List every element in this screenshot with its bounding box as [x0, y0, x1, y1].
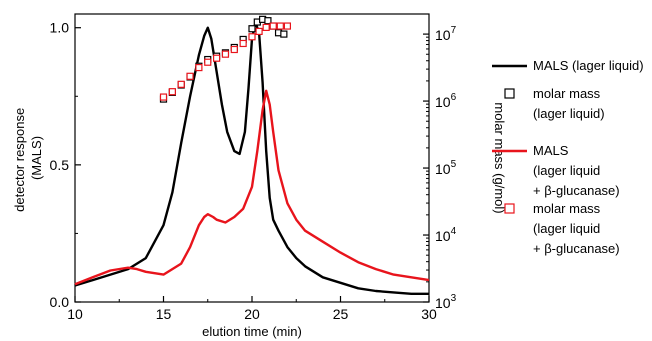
legend-text-2-2: + β-glucanase)	[533, 183, 620, 198]
point-molar_glucanase	[269, 22, 277, 30]
legend-square-1	[504, 88, 515, 99]
x-tick-label-0: 10	[67, 306, 83, 322]
point-molar_glucanase	[283, 22, 291, 30]
legend-text-1-0: molar mass	[533, 86, 601, 101]
point-molar_glucanase	[230, 45, 238, 54]
legend-text-3-1: (lager liquid	[533, 221, 600, 236]
y-left-tick-label-0: 0.0	[50, 294, 70, 310]
point-molar_glucanase	[276, 22, 284, 30]
point-molar_glucanase	[255, 27, 263, 36]
y-left-tick-label-2: 1.0	[50, 20, 70, 36]
legend-text-3-2: + β-glucanase)	[533, 241, 620, 256]
legend-square-3	[504, 203, 515, 214]
point-molar_lager	[280, 30, 288, 38]
point-molar_glucanase	[159, 93, 168, 101]
y-right-tick-label-0: 103	[435, 293, 457, 311]
plot-frame	[74, 13, 430, 303]
legend-text-0-0: MALS (lager liquid)	[533, 58, 644, 73]
y-axis-left-label-line1: detector response	[12, 108, 27, 212]
y-axis-left-label: detector response (MALS)	[12, 104, 44, 212]
point-molar_glucanase	[213, 54, 221, 62]
x-tick-label-2: 20	[244, 306, 260, 322]
point-molar_glucanase	[248, 33, 256, 41]
point-molar_glucanase	[204, 58, 212, 66]
point-molar_glucanase	[168, 88, 176, 96]
y-right-tick-label-1: 104	[435, 226, 457, 244]
point-molar_glucanase	[239, 39, 247, 48]
legend-text-1-1: (lager liquid)	[533, 106, 605, 121]
series-mals_lager	[74, 21, 429, 295]
x-axis-label: elution time (min)	[202, 324, 302, 339]
point-molar_glucanase	[221, 50, 230, 58]
point-molar_lager	[264, 17, 272, 25]
y-right-tick-label-4: 107	[435, 25, 457, 43]
point-molar_lager	[248, 25, 256, 33]
y-right-tick-label-3: 106	[435, 92, 457, 110]
y-axis-left-label-line2: (MALS)	[29, 136, 44, 180]
point-molar_glucanase	[186, 72, 194, 80]
point-molar_glucanase	[195, 63, 203, 72]
legend-text-3-0: molar mass	[533, 201, 601, 216]
series-mals_glucanase	[74, 89, 430, 286]
legend: MALS (lager liquid) molar mass (lager liqu…	[492, 58, 644, 256]
y-left-tick-label-1: 0.5	[50, 157, 70, 173]
y-right-tick-label-2: 105	[435, 159, 457, 177]
point-molar_glucanase	[262, 23, 270, 31]
point-molar_glucanase	[177, 80, 185, 88]
x-tick-label-1: 15	[156, 306, 172, 322]
y-axis-right-label: molar mass (g/mol)	[492, 102, 507, 213]
x-tick-label-3: 25	[333, 306, 349, 322]
legend-text-2-0: MALS	[533, 143, 569, 158]
legend-text-2-1: (lager liquid	[533, 163, 600, 178]
x-tick-label-4: 30	[421, 306, 437, 322]
